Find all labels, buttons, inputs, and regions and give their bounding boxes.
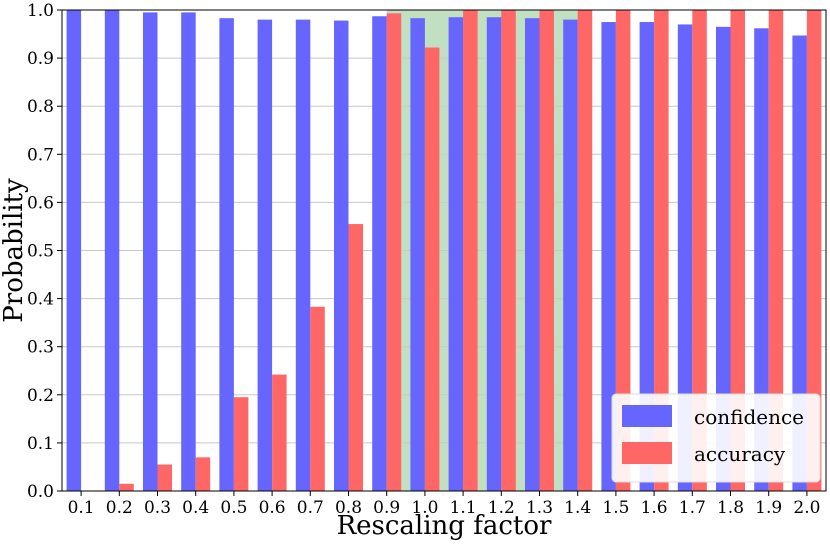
bar-confidence-1.5 <box>601 22 616 492</box>
x-tick-label-1.9: 1.9 <box>755 498 782 518</box>
y-tick-label-0.7: 0.7 <box>27 145 54 165</box>
bar-confidence-1.2 <box>486 17 502 492</box>
bar-confidence-2.0 <box>792 35 807 491</box>
x-axis-title: Rescaling factor <box>337 511 552 541</box>
bar-confidence-0.4 <box>181 12 196 492</box>
bar-confidence-1.6 <box>639 22 655 492</box>
x-tick-label-1.2: 1.2 <box>488 498 515 518</box>
x-tick-label-0.9: 0.9 <box>373 498 400 518</box>
legend-label-accuracy: accuracy <box>694 442 786 466</box>
bar-accuracy-0.7 <box>310 306 325 491</box>
bar-accuracy-1.3 <box>539 10 554 491</box>
x-tick-label-1.5: 1.5 <box>602 498 629 518</box>
bar-accuracy-1.0 <box>424 47 440 491</box>
x-tick-label-1.6: 1.6 <box>641 498 668 518</box>
x-tick-label-1.4: 1.4 <box>564 498 591 518</box>
ticks-layer: 0.0 0.1 0.2 0.3 0.4 0.5 0.6 0.7 0.8 0.9 1.0 0.1 0.2 0… <box>27 1 820 518</box>
y-tick-label-0.6: 0.6 <box>27 193 54 213</box>
y-tick-label-0.2: 0.2 <box>27 386 54 406</box>
y-tick-label-0.3: 0.3 <box>27 338 54 358</box>
bar-accuracy-0.3 <box>157 464 172 491</box>
bar-confidence-0.9 <box>372 16 387 492</box>
x-tick-label-0.7: 0.7 <box>297 498 324 518</box>
y-tick-label-0.1: 0.1 <box>27 434 54 454</box>
bar-confidence-0.8 <box>334 20 349 491</box>
y-tick-label-0.8: 0.8 <box>27 97 54 117</box>
bar-confidence-1.8 <box>716 26 731 492</box>
bar-accuracy-1.1 <box>463 10 478 491</box>
bar-accuracy-0.9 <box>386 13 402 491</box>
bar-confidence-1.1 <box>448 17 464 492</box>
y-axis-title: Probability <box>0 178 29 323</box>
x-tick-label-1.0: 1.0 <box>411 498 438 518</box>
bar-accuracy-1.2 <box>501 10 516 491</box>
x-tick-label-0.1: 0.1 <box>68 498 95 518</box>
bar-accuracy-1.9 <box>768 10 784 491</box>
bar-confidence-1.9 <box>754 28 769 491</box>
legend-swatch-confidence <box>622 405 672 427</box>
y-tick-label-0.9: 0.9 <box>27 49 54 69</box>
bar-accuracy-1.7 <box>692 10 707 491</box>
x-tick-label-0.5: 0.5 <box>220 498 247 518</box>
bar-confidence-0.1 <box>66 10 82 491</box>
bar-confidence-0.6 <box>257 19 273 492</box>
bar-accuracy-1.4 <box>577 10 593 491</box>
legend: confidence accuracy <box>611 393 821 483</box>
bar-confidence-0.2 <box>104 10 120 491</box>
bar-accuracy-0.6 <box>272 374 287 491</box>
y-tick-label-0.0: 0.0 <box>27 482 54 502</box>
x-tick-label-0.6: 0.6 <box>259 498 286 518</box>
bar-accuracy-0.5 <box>233 397 249 491</box>
x-tick-label-0.8: 0.8 <box>335 498 362 518</box>
y-tick-label-0.5: 0.5 <box>27 242 54 262</box>
bar-accuracy-2.0 <box>806 10 822 491</box>
bar-confidence-0.5 <box>219 18 234 491</box>
y-tick-label-1.0: 1.0 <box>27 1 54 21</box>
legend-label-confidence: confidence <box>694 405 804 429</box>
x-tick-label-1.3: 1.3 <box>526 498 553 518</box>
bar-confidence-1.0 <box>410 18 425 491</box>
bar-confidence-0.7 <box>295 19 311 492</box>
bar-accuracy-1.8 <box>730 10 745 491</box>
bar-accuracy-1.5 <box>615 10 631 491</box>
bar-confidence-0.3 <box>143 12 158 492</box>
bar-accuracy-0.4 <box>195 457 211 491</box>
bar-confidence-1.3 <box>525 18 540 491</box>
bar-confidence-1.7 <box>677 24 693 492</box>
bar-accuracy-1.6 <box>654 10 669 491</box>
x-tick-label-0.3: 0.3 <box>144 498 171 518</box>
bar-accuracy-0.2 <box>119 483 134 491</box>
y-tick-label-0.4: 0.4 <box>27 290 54 310</box>
x-tick-label-1.8: 1.8 <box>717 498 744 518</box>
x-tick-label-1.1: 1.1 <box>450 498 477 518</box>
bar-confidence-1.4 <box>563 19 578 492</box>
x-tick-label-0.4: 0.4 <box>182 498 209 518</box>
x-tick-label-0.2: 0.2 <box>106 498 133 518</box>
x-tick-label-2.0: 2.0 <box>793 498 820 518</box>
bars-layer <box>66 10 822 492</box>
bar-accuracy-0.8 <box>348 224 363 492</box>
x-tick-label-1.7: 1.7 <box>679 498 706 518</box>
legend-swatch-accuracy <box>622 442 672 464</box>
